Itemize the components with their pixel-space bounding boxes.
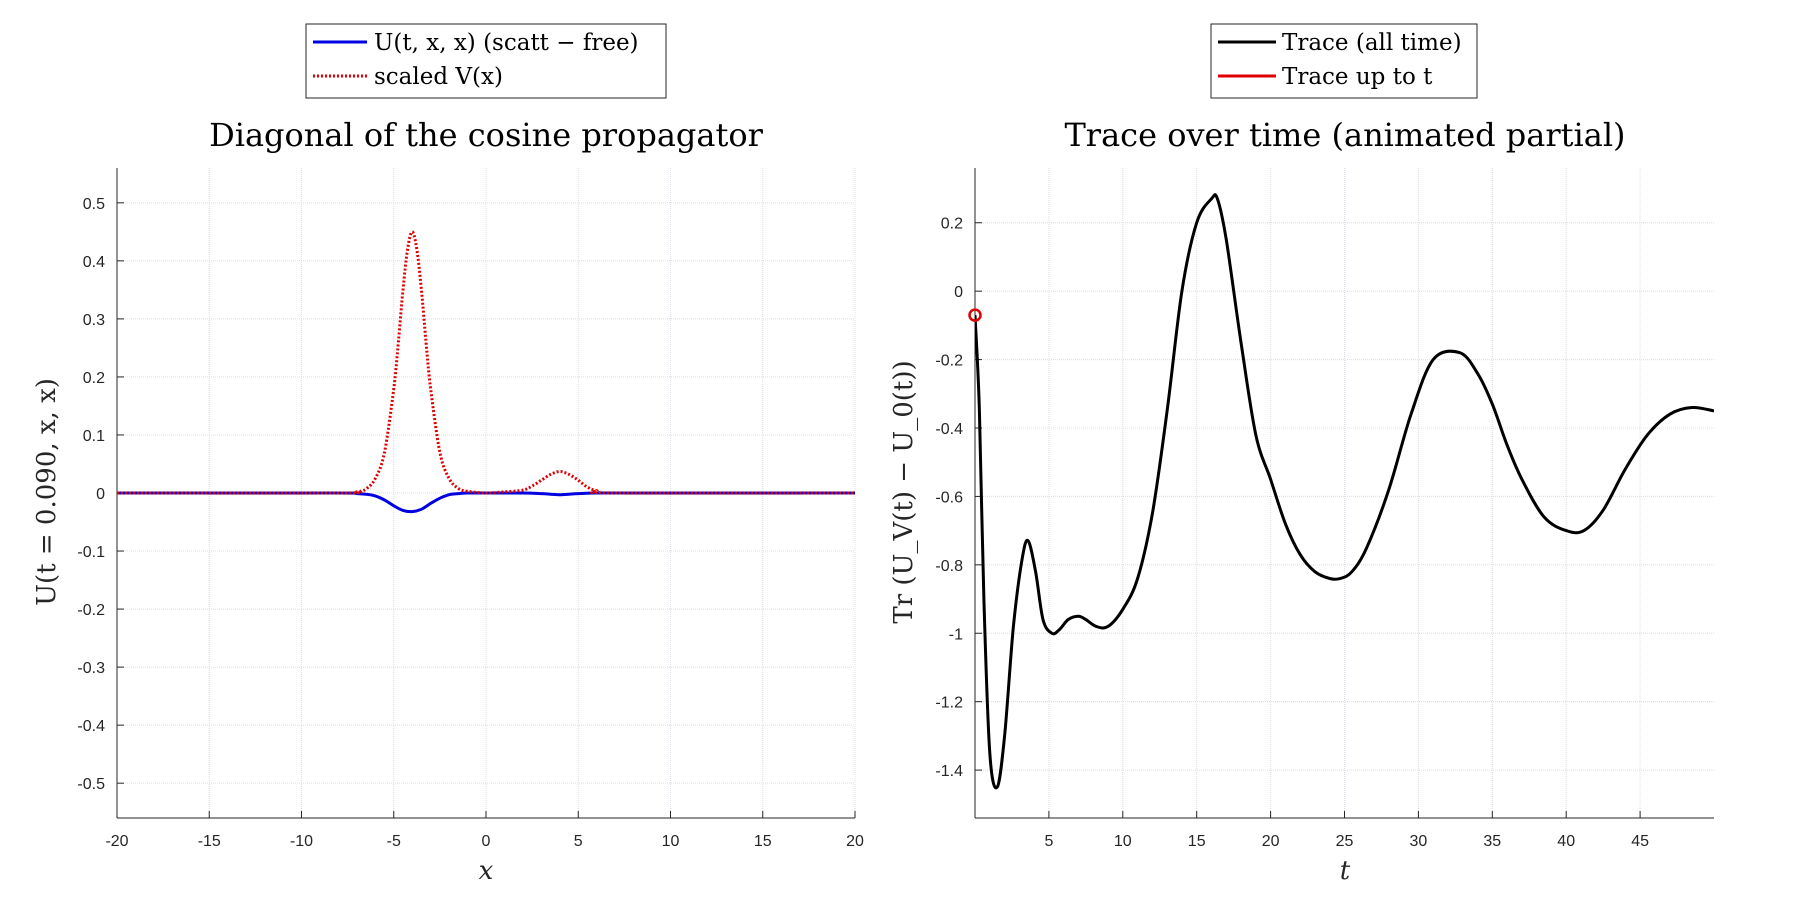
right-y-tick-label: 0.2 (941, 216, 963, 233)
left-chart-panel: -20 -15 -10 -5 0 5 10 15 20 -0.5 -0.4 -0.3 -0.2 -0.1 0… (32, 23, 864, 886)
right-chart-title: Trace over time (animated partial) (1064, 116, 1625, 154)
right-y-tick-label: -1 (949, 626, 963, 643)
right-y-tick-label: -0.6 (935, 489, 963, 506)
right-x-axis-label: t (1340, 856, 1351, 886)
right-y-tick-label: -0.2 (935, 353, 963, 370)
right-x-tick-label: 25 (1336, 833, 1354, 850)
right-y-tick-label: 0 (954, 284, 963, 301)
right-x-tick-label: 30 (1410, 833, 1428, 850)
left-y-tick-label: 0.3 (83, 312, 105, 329)
left-y-tick-label: -0.2 (77, 602, 105, 619)
left-plot-area: -20 -15 -10 -5 0 5 10 15 20 -0.5 -0.4 -0.3 -0.2 -0.1 0… (77, 168, 864, 850)
right-series-line-0 (975, 193, 1714, 790)
left-y-tick-label: -0.5 (77, 776, 105, 793)
right-x-tick-label: 20 (1262, 833, 1280, 850)
left-x-tick-label: -5 (387, 833, 401, 850)
left-x-tick-label: 10 (662, 833, 680, 850)
left-x-tick-label: 15 (754, 833, 772, 850)
right-x-tick-label: 40 (1557, 833, 1575, 850)
left-legend-label-v: scaled V(x) (374, 64, 503, 90)
left-x-tick-label: 5 (574, 833, 583, 850)
right-y-axis-label: Tr (U_V(t) − U_0(t)) (889, 360, 919, 623)
left-x-tick-label: -20 (105, 833, 128, 850)
left-chart-title: Diagonal of the cosine propagator (209, 116, 764, 154)
left-y-tick-label: -0.1 (77, 544, 105, 561)
right-legend: Trace (all time) Trace up to t (1210, 23, 1478, 99)
right-x-tick-label: 10 (1114, 833, 1132, 850)
left-series-line-1 (117, 230, 855, 495)
left-y-tick-label: 0.2 (83, 370, 105, 387)
right-x-tick-label: 15 (1188, 833, 1206, 850)
left-x-tick-label: -15 (198, 833, 221, 850)
right-x-tick-label: 45 (1631, 833, 1649, 850)
right-y-tick-label: -0.8 (935, 558, 963, 575)
right-y-tick-label: -1.4 (935, 763, 963, 780)
right-legend-label-all: Trace (all time) (1282, 30, 1462, 56)
left-x-tick-label: 20 (846, 833, 864, 850)
right-plot-area: 5 10 15 20 25 30 35 40 45 -1.4 -1.2 -1 -0.8 -0.6 -0.4 -… (935, 168, 1714, 850)
right-y-tick-label: -1.2 (935, 695, 963, 712)
left-legend: U(t, x, x) (scatt − free) scaled V(x) (305, 23, 667, 99)
right-chart-panel: 5 10 15 20 25 30 35 40 45 -1.4 -1.2 -1 -0.8 -0.6 -0.4 -… (889, 23, 1714, 886)
left-y-tick-label: -0.3 (77, 660, 105, 677)
left-y-axis-label: U(t = 0.090, x, x) (32, 378, 62, 606)
right-legend-label-partial: Trace up to t (1282, 64, 1433, 90)
left-y-tick-label: 0 (96, 486, 105, 503)
left-x-tick-label: -10 (290, 833, 313, 850)
left-series-line-0 (117, 491, 855, 514)
left-x-tick-label: 0 (482, 833, 491, 850)
left-legend-box (305, 23, 667, 99)
right-y-tick-label: -0.4 (935, 421, 963, 438)
left-y-tick-label: 0.5 (83, 196, 105, 213)
left-legend-label-u: U(t, x, x) (scatt − free) (374, 30, 639, 56)
left-x-axis-label: x (479, 856, 494, 886)
right-x-tick-label: 5 (1044, 833, 1053, 850)
left-y-tick-label: 0.4 (83, 254, 105, 271)
left-y-tick-label: -0.4 (77, 718, 105, 735)
right-current-point-marker (968, 308, 982, 322)
right-x-tick-label: 35 (1483, 833, 1501, 850)
right-legend-box (1210, 23, 1478, 99)
left-y-tick-label: 0.1 (83, 428, 105, 445)
